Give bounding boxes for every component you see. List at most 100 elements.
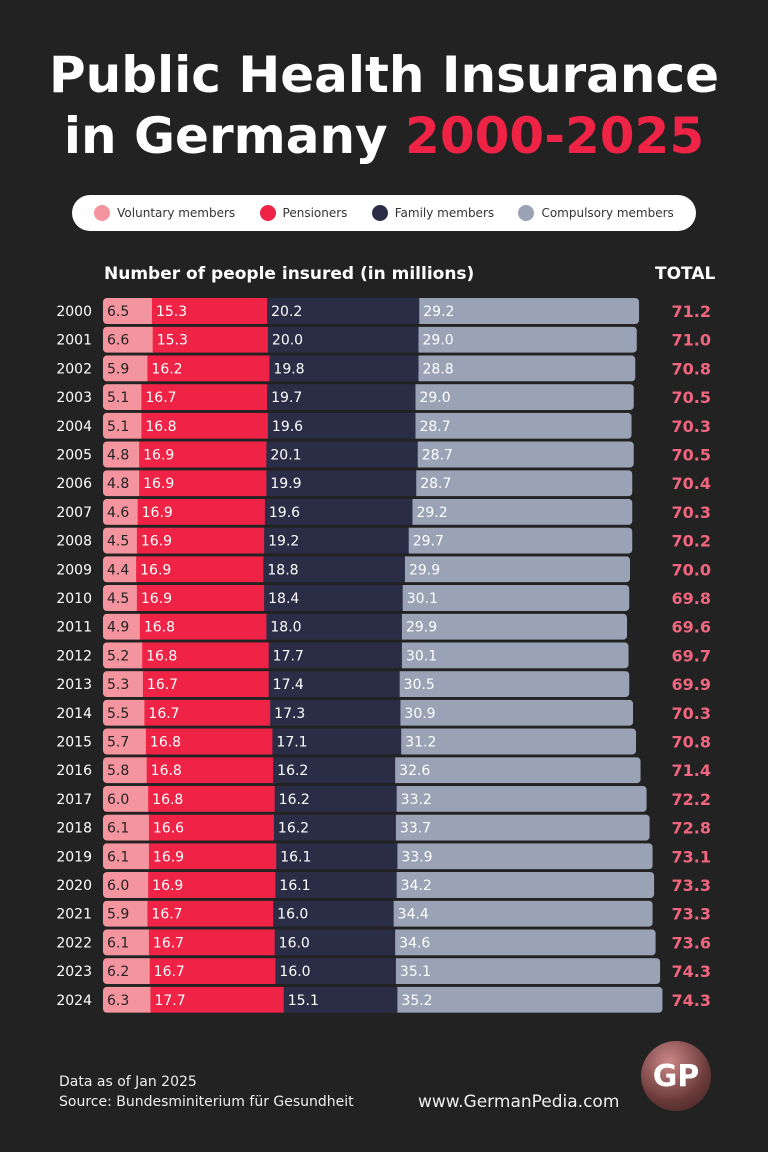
compulsory-value-label: 34.4	[398, 907, 429, 923]
bar-row-2009: 2009 4.4 16.9 18.8 29.9 70.0	[56, 556, 711, 583]
family-value-label: 16.1	[280, 849, 311, 865]
compulsory-value-label: 28.7	[422, 448, 453, 464]
pensioners-value-label: 16.9	[143, 476, 174, 492]
family-bar	[273, 900, 395, 927]
bar-row-2012: 2012 5.2 16.8 17.7 30.1 69.7	[56, 642, 711, 669]
family-bar	[270, 699, 401, 726]
year-label: 2013	[56, 677, 92, 693]
axis-label: Number of people insured (in millions)	[104, 264, 475, 284]
family-value-label: 19.7	[271, 390, 302, 406]
compulsory-bar	[401, 728, 637, 755]
bar-row-2022: 2022 6.1 16.7 16.0 34.6 73.6	[56, 929, 711, 956]
compulsory-value-label: 28.8	[423, 361, 454, 377]
voluntary-value-label: 4.5	[107, 591, 129, 607]
germanpedia-logo: GP	[641, 1041, 711, 1111]
family-value-label: 15.1	[288, 993, 319, 1009]
compulsory-value-label: 30.1	[406, 648, 437, 664]
pensioners-value-label: 16.8	[145, 419, 176, 435]
year-label: 2006	[56, 476, 92, 492]
voluntary-bar	[103, 900, 148, 927]
year-label: 2022	[56, 935, 92, 951]
family-value-label: 16.2	[278, 821, 309, 837]
compulsory-value-label: 32.6	[399, 763, 430, 779]
voluntary-bar	[103, 757, 148, 784]
family-bar	[267, 298, 420, 324]
pensioners-value-label: 16.7	[145, 390, 176, 406]
total-value-label: 73.3	[672, 876, 711, 895]
compulsory-value-label: 30.9	[404, 706, 435, 722]
year-label: 2009	[56, 562, 92, 578]
voluntary-value-label: 4.6	[107, 505, 129, 521]
bar-row-2011: 2011 4.9 16.8 18.0 29.9 69.6	[56, 613, 711, 640]
year-label: 2004	[56, 419, 92, 435]
voluntary-value-label: 5.1	[107, 390, 129, 406]
title-prefix: in Germany	[63, 107, 406, 165]
title-line-1: Public Health Insurance	[49, 46, 719, 104]
pensioners-bar	[144, 699, 271, 726]
pensioners-bar	[141, 384, 268, 411]
voluntary-bar	[103, 470, 140, 497]
year-label: 2005	[56, 448, 92, 464]
year-label: 2024	[56, 993, 92, 1009]
compulsory-bar	[395, 814, 650, 841]
bar-row-2013: 2013 5.3 16.7 17.4 30.5 69.9	[56, 671, 711, 698]
compulsory-bar	[400, 699, 634, 726]
voluntary-bar	[103, 642, 143, 669]
compulsory-value-label: 34.6	[399, 935, 430, 951]
compulsory-bar	[401, 613, 628, 640]
year-label: 2007	[56, 505, 92, 521]
voluntary-value-label: 5.9	[107, 361, 129, 377]
family-bar	[266, 441, 419, 468]
total-value-label: 69.8	[672, 589, 711, 608]
total-value-label: 73.1	[672, 847, 711, 866]
voluntary-value-label: 6.3	[107, 993, 129, 1009]
pensioners-bar	[147, 355, 270, 382]
pensioners-value-label: 16.9	[141, 591, 172, 607]
total-value-label: 70.8	[672, 733, 711, 752]
year-label: 2001	[56, 333, 92, 349]
family-value-label: 17.3	[274, 706, 305, 722]
source-note: Source: Bundesminiterium für Gesundheit	[59, 1094, 354, 1110]
legend-label: Pensioners	[282, 206, 348, 220]
voluntary-value-label: 5.3	[107, 677, 129, 693]
bar-row-2005: 2005 4.8 16.9 20.1 28.7 70.5	[56, 441, 711, 468]
family-value-label: 17.4	[273, 677, 304, 693]
pensioners-value-label: 16.9	[143, 448, 174, 464]
family-value-label: 16.0	[277, 907, 308, 923]
legend-family: Family members	[371, 205, 494, 221]
voluntary-bar	[103, 958, 151, 985]
year-label: 2020	[56, 878, 92, 894]
compulsory-value-label: 28.7	[419, 419, 450, 435]
voluntary-bar	[103, 441, 140, 468]
pensioners-bar	[150, 986, 285, 1013]
family-bar	[272, 728, 402, 755]
family-value-label: 16.2	[277, 763, 308, 779]
compulsory-bar	[417, 441, 634, 468]
family-bar	[269, 355, 420, 382]
compulsory-value-label: 30.5	[404, 677, 435, 693]
voluntary-value-label: 6.6	[107, 333, 129, 349]
family-bar	[267, 326, 420, 353]
pensioners-bar	[139, 470, 267, 497]
family-value-label: 18.4	[268, 591, 299, 607]
legend-voluntary: Voluntary members	[94, 205, 235, 221]
pensioners-value-label: 16.6	[153, 821, 184, 837]
family-value-label: 20.0	[272, 333, 303, 349]
family-bar	[275, 872, 398, 898]
voluntary-value-label: 5.1	[107, 419, 129, 435]
website-link[interactable]: www.GermanPedia.com	[418, 1092, 620, 1112]
year-label: 2015	[56, 735, 92, 751]
voluntary-bar	[103, 412, 142, 439]
pensioners-value-label: 16.7	[147, 677, 178, 693]
pensioners-bar	[148, 929, 276, 956]
legend-compulsory: Compulsory members	[518, 205, 674, 221]
family-bar	[276, 843, 398, 870]
compulsory-bar	[419, 298, 640, 324]
total-value-label: 70.2	[672, 532, 711, 551]
bar-row-2003: 2003 5.1 16.7 19.7 29.0 70.5	[56, 384, 711, 411]
total-value-label: 71.4	[672, 761, 711, 780]
pensioners-bar	[141, 412, 269, 439]
family-bar	[263, 556, 406, 583]
family-value-label: 16.0	[279, 964, 310, 980]
family-bar	[274, 929, 396, 956]
